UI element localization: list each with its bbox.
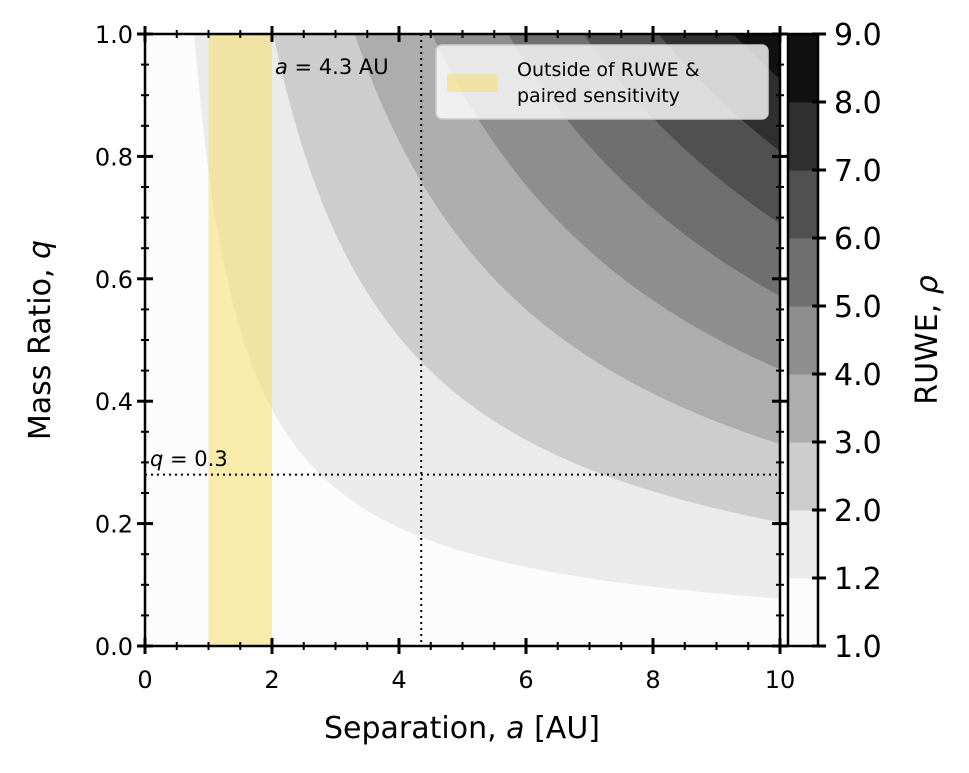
- y-tick-label: 1.0: [95, 21, 133, 49]
- colorbar-band: [788, 306, 818, 375]
- colorbar-tick-label: 8.0: [834, 86, 882, 121]
- x-tick-label: 10: [765, 666, 796, 694]
- colorbar-title: RUWE, ρ: [910, 275, 945, 405]
- legend-label-line2: paired sensitivity: [517, 85, 680, 107]
- colorbar-band: [788, 578, 818, 647]
- y-tick-labels: 0.0 0.2 0.4 0.6 0.8 1.0: [95, 21, 133, 661]
- y-tick-label: 0.6: [95, 266, 133, 294]
- mass-ratio-annotation: q = 0.3: [150, 447, 228, 471]
- colorbar-tick-label: 7.0: [834, 154, 882, 189]
- colorbar-band: [788, 374, 818, 443]
- x-tick-label: 8: [645, 666, 660, 694]
- colorbar-tick-label: 1.0: [834, 630, 882, 665]
- legend-swatch: [447, 74, 497, 92]
- contour-fills: [145, 34, 780, 646]
- x-tick-label: 0: [137, 666, 152, 694]
- axis-ticks: [137, 26, 788, 654]
- colorbar: [786, 32, 826, 648]
- colorbar-band: [788, 34, 818, 103]
- x-tick-labels: 0 2 4 6 8 10: [137, 666, 795, 694]
- colorbar-band: [788, 238, 818, 307]
- x-tick-label: 4: [391, 666, 406, 694]
- x-tick-label: 6: [518, 666, 533, 694]
- colorbar-band: [788, 170, 818, 239]
- legend-box: [435, 44, 769, 120]
- y-axis-title: Mass Ratio, q: [23, 240, 58, 440]
- legend-label-line1: Outside of RUWE &: [517, 59, 700, 81]
- colorbar-tick-label: 2.0: [834, 494, 882, 529]
- y-tick-label: 0.2: [95, 511, 133, 539]
- colorbar-band: [788, 510, 818, 579]
- colorbar-tick-label: 1.2: [834, 562, 882, 597]
- legend: Outside of RUWE & paired sensitivity: [435, 44, 769, 120]
- colorbar-tick-labels: 1.0 1.2 2.0 3.0 4.0 5.0 6.0 7.0 8.0 9.0: [834, 18, 882, 665]
- colorbar-tick-label: 9.0: [834, 18, 882, 53]
- shaded-region: [208, 34, 272, 646]
- colorbar-tick-label: 4.0: [834, 358, 882, 393]
- colorbar-tick-label: 3.0: [834, 426, 882, 461]
- colorbar-frame: [786, 32, 820, 648]
- x-axis-title: Separation, a [AU]: [324, 711, 600, 746]
- colorbar-band: [788, 102, 818, 171]
- colorbar-tick-label: 5.0: [834, 290, 882, 325]
- x-tick-label: 2: [264, 666, 279, 694]
- y-tick-label: 0.8: [95, 143, 133, 171]
- y-tick-label: 0.0: [95, 633, 133, 661]
- colorbar-band: [788, 442, 818, 511]
- colorbar-tick-label: 6.0: [834, 222, 882, 257]
- y-tick-label: 0.4: [95, 388, 133, 416]
- separation-annotation: a = 4.3 AU: [275, 55, 389, 79]
